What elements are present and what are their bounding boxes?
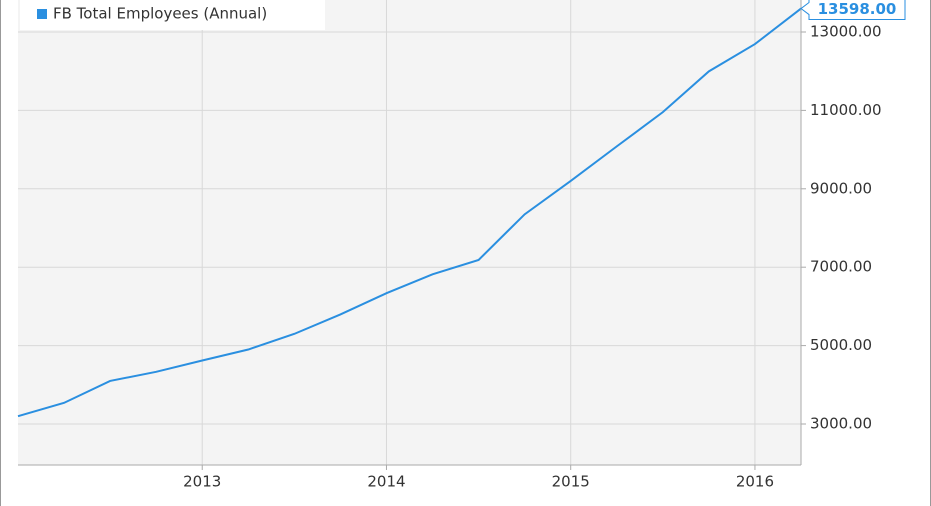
y-tick-label: 9000.00 bbox=[810, 179, 872, 197]
callout-box bbox=[800, 0, 906, 21]
value-label: 13598.00 bbox=[818, 0, 897, 18]
y-tick-label: 7000.00 bbox=[810, 258, 872, 276]
y-tick-label: 3000.00 bbox=[810, 414, 872, 432]
data-line bbox=[17, 7, 802, 418]
x-tick-label: 2013 bbox=[183, 473, 221, 491]
legend-box bbox=[20, 0, 325, 30]
legend-label: FB Total Employees (Annual) bbox=[53, 5, 267, 23]
plot-area bbox=[18, 0, 801, 465]
y-tick-label: 13000.00 bbox=[810, 22, 882, 40]
y-tick-label: 5000.00 bbox=[810, 336, 872, 354]
x-tick-label: 2014 bbox=[367, 473, 405, 491]
x-tick-label: 2015 bbox=[552, 473, 590, 491]
legend-swatch bbox=[37, 9, 47, 19]
y-tick-label: 11000.00 bbox=[810, 101, 882, 119]
x-tick-label: 2016 bbox=[736, 473, 774, 491]
